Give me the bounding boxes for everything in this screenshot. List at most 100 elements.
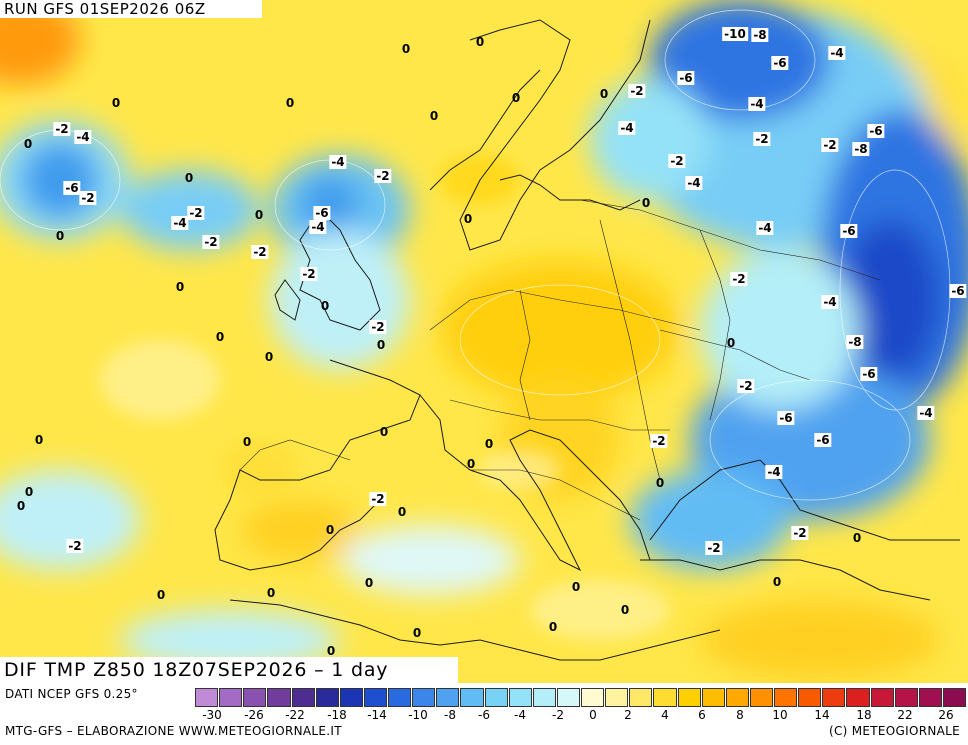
coastlines [214, 19, 960, 661]
copyright-label: (C) METEOGIORNALE [828, 724, 960, 738]
color-scale-tick-label: 4 [661, 708, 669, 722]
contour-value-label: 0 [641, 196, 651, 210]
contour-value-label: 0 [285, 96, 295, 110]
color-scale-tick-label: -2 [552, 708, 564, 722]
color-scale-swatch [701, 688, 725, 707]
contour-value-label: -2 [705, 541, 723, 555]
color-scale-swatch [798, 688, 822, 707]
color-scale-tick-label: 2 [624, 708, 632, 722]
color-scale-swatch [605, 688, 629, 707]
contour-value-label: 0 [364, 576, 374, 590]
color-scale-swatch [339, 688, 363, 707]
contour-value-label: -8 [852, 142, 870, 156]
contour-value-label: -4 [765, 465, 783, 479]
contour-value-label: -2 [66, 539, 84, 553]
color-scale-tick-label: -18 [327, 708, 347, 722]
contour-value-label: 0 [429, 109, 439, 123]
color-scale-swatch [556, 688, 580, 707]
contour-value-label: -2 [53, 122, 71, 136]
contour-value-label: -6 [840, 224, 858, 238]
contour-value-label: -8 [751, 28, 769, 42]
contour-value-label: 0 [266, 586, 276, 600]
color-scale-swatch [508, 688, 532, 707]
contour-value-label: -2 [79, 191, 97, 205]
contour-value-label: 0 [264, 350, 274, 364]
color-scale-swatch [749, 688, 773, 707]
color-scale-tick-label: 8 [736, 708, 744, 722]
contour-value-label: -6 [677, 71, 695, 85]
contour-value-label: 0 [325, 523, 335, 537]
color-scale-tick-label: 22 [897, 708, 913, 722]
contour-value-label: 0 [16, 499, 26, 513]
contour-value-label: -4 [618, 121, 636, 135]
contour-value-label: 0 [23, 137, 33, 151]
color-scale-swatch [219, 688, 243, 707]
contour-value-label: -2 [369, 320, 387, 334]
contour-value-label: 0 [412, 626, 422, 640]
contour-value-label: 0 [111, 96, 121, 110]
color-scale-swatch [725, 688, 749, 707]
run-title: RUN GFS 01SEP2026 06Z [0, 0, 262, 18]
contour-value-label: 0 [655, 476, 665, 490]
contour-value-label: -2 [300, 267, 318, 281]
contour-value-label: -2 [753, 132, 771, 146]
color-scale-swatch [412, 688, 436, 707]
contour-value-label: 0 [215, 330, 225, 344]
color-scale-tick-label: -6 [478, 708, 490, 722]
contour-value-label: 0 [401, 42, 411, 56]
color-scale-swatch [846, 688, 870, 707]
color-scale-swatch [774, 688, 798, 707]
credits-label: MTG-GFS – ELABORAZIONE WWW.METEOGIORNALE… [5, 724, 342, 738]
contour-value-label: -2 [650, 434, 668, 448]
color-scale-tick-label: -8 [444, 708, 456, 722]
color-scale-tick-label: -26 [244, 708, 264, 722]
contour-value-label: 0 [326, 644, 336, 658]
temperature-anomaly-map: 0 0 0 0 0 0 0 -10 -8 -4 -6 -6 -2 -4 -4 -2 -6 -2 -8 -2 -4 0 -4-… [0, 0, 968, 683]
color-scale-swatch [195, 688, 219, 707]
color-scale-tick-label: -14 [367, 708, 387, 722]
contour-value-label: -2 [791, 526, 809, 540]
color-scale-tick-label: 18 [856, 708, 872, 722]
color-scale-swatch [291, 688, 315, 707]
contour-value-label: -4 [329, 155, 347, 169]
contour-value-label: 0 [397, 505, 407, 519]
contour-value-label: -6 [63, 181, 81, 195]
contour-value-label: -4 [748, 97, 766, 111]
contour-value-label: -6 [771, 56, 789, 70]
contour-value-label: 0 [599, 87, 609, 101]
contour-value-label: -4 [828, 46, 846, 60]
color-scale-swatch [870, 688, 894, 707]
contour-value-label: 0 [34, 433, 44, 447]
contour-value-label: 0 [475, 35, 485, 49]
color-scale-tick-label: 0 [589, 708, 597, 722]
color-scale-swatch [677, 688, 701, 707]
contour-value-label: -2 [202, 235, 220, 249]
color-scale-tick-label: -10 [408, 708, 428, 722]
map-canvas [0, 0, 968, 683]
country-borders [239, 199, 881, 521]
contour-value-label: 0 [620, 603, 630, 617]
contour-value-label: -4 [685, 176, 703, 190]
contour-value-label: -10 [722, 27, 748, 41]
contour-value-label: -2 [821, 138, 839, 152]
color-scale-swatch [484, 688, 508, 707]
color-scale-swatch [918, 688, 942, 707]
contour-value-label: -4 [74, 130, 92, 144]
contour-value-label: -4 [821, 295, 839, 309]
contour-value-label: -2 [628, 84, 646, 98]
contour-value-label: 0 [24, 485, 34, 499]
contour-value-label: -6 [814, 433, 832, 447]
contour-value-label: 0 [320, 299, 330, 313]
color-scale-tick-label: 6 [698, 708, 706, 722]
color-scale-tick-label: 14 [814, 708, 830, 722]
contour-value-label: 0 [852, 531, 862, 545]
color-scale-swatch [267, 688, 291, 707]
color-scale-swatch [581, 688, 605, 707]
contour-value-label: -4 [171, 216, 189, 230]
contour-value-label: -4 [309, 220, 327, 234]
contour-value-label: -2 [374, 169, 392, 183]
color-scale-swatch [363, 688, 387, 707]
contour-value-label: 0 [379, 425, 389, 439]
color-scale-swatch [894, 688, 918, 707]
contour-value-label: 0 [376, 338, 386, 352]
